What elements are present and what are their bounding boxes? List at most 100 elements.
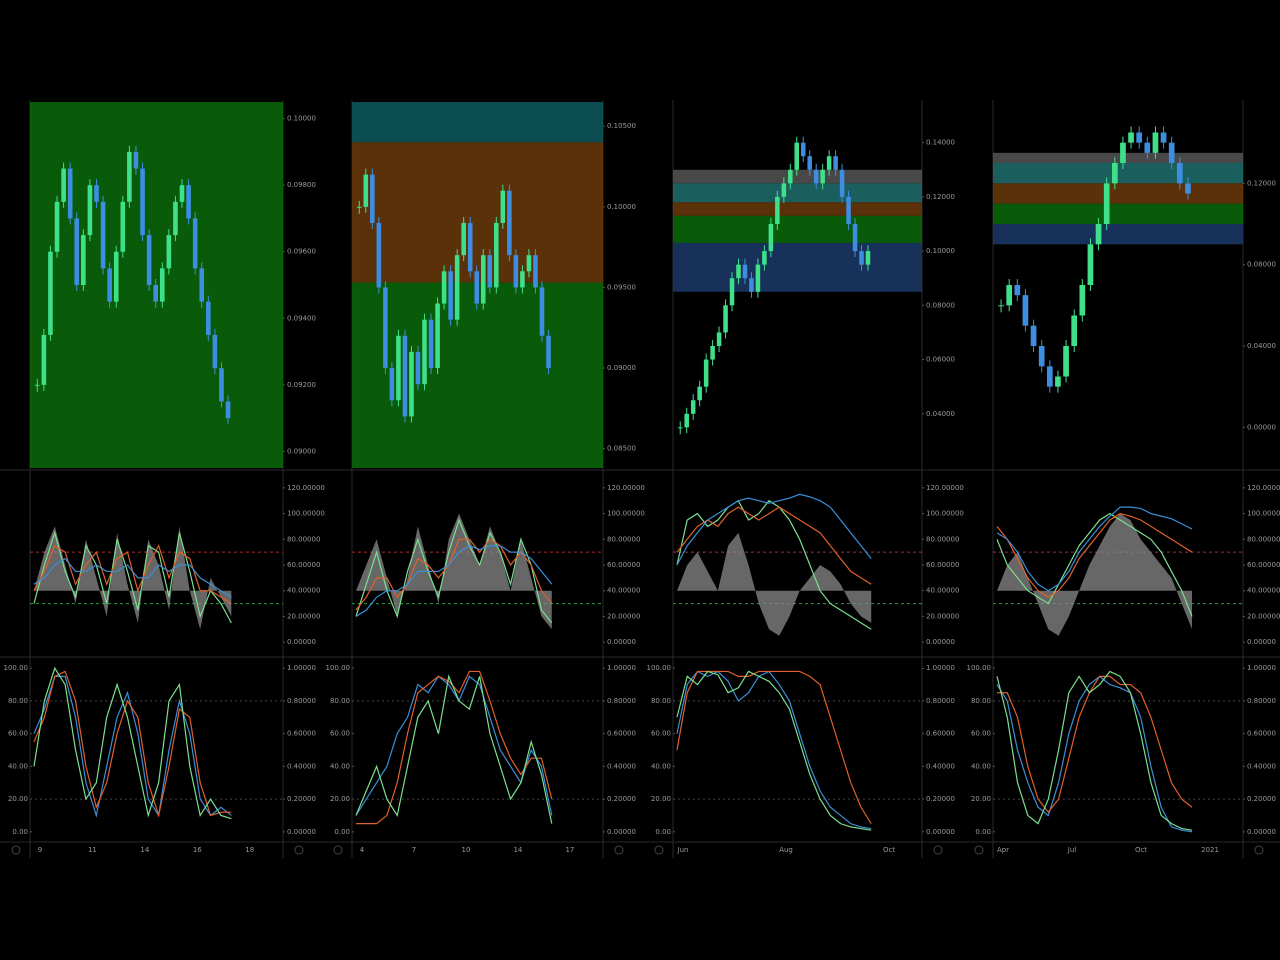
x-tick-label: Oct	[1135, 846, 1147, 854]
candle	[81, 235, 86, 285]
candle	[1046, 366, 1053, 387]
oscillator-line	[355, 518, 553, 624]
y-tick-label: 60.00	[330, 730, 350, 738]
oscillator-line	[996, 506, 1193, 592]
oscillator-line	[676, 506, 872, 585]
candle	[1006, 285, 1013, 306]
x-tick-label: 17	[565, 846, 574, 854]
y-tick-label: 0.10500	[607, 122, 636, 130]
fib-band	[993, 224, 1243, 245]
settings-icon	[294, 845, 304, 855]
candle	[684, 413, 689, 428]
candle	[389, 368, 395, 401]
y-tick-label: 0.40000	[926, 762, 955, 770]
candle	[146, 235, 152, 285]
candle	[762, 251, 767, 265]
candle	[723, 305, 728, 333]
y-tick-label: 60.00000	[287, 561, 320, 569]
candle	[1038, 346, 1045, 367]
stochastic-line	[33, 666, 232, 820]
y-tick-label: 40.00000	[926, 587, 959, 595]
y-tick-label: 0.04000	[926, 410, 955, 418]
candle	[859, 251, 864, 265]
candle	[807, 156, 812, 170]
candle	[1128, 132, 1134, 143]
y-tick-label: 0.09000	[607, 364, 636, 372]
candle	[833, 156, 838, 170]
y-tick-label: 0.08000	[926, 301, 955, 309]
candle	[206, 301, 211, 335]
x-tick-label: Jun	[677, 846, 689, 854]
oscillator-area	[34, 526, 232, 630]
candle	[1103, 183, 1110, 224]
y-tick-label: 1.00000	[1247, 664, 1276, 672]
oscillator-line	[676, 493, 872, 566]
candle	[100, 201, 106, 269]
y-tick-label: 80.00	[330, 697, 350, 705]
settings-icon	[654, 845, 664, 855]
candle	[846, 196, 851, 224]
y-tick-label: 0.60000	[287, 730, 316, 738]
y-tick-label: 0.08000	[1247, 261, 1276, 269]
y-tick-label: 0.00	[975, 828, 991, 836]
y-tick-label: 0.00000	[926, 828, 955, 836]
y-tick-label: 0.14000	[926, 139, 955, 147]
y-tick-label: 0.10000	[926, 247, 955, 255]
y-tick-label: 60.00	[971, 730, 991, 738]
y-tick-label: 0.09600	[287, 248, 316, 256]
candle	[120, 201, 126, 252]
y-tick-label: 100.00	[326, 664, 351, 672]
y-tick-label: 0.40000	[607, 762, 636, 770]
y-tick-label: 0.12000	[1247, 179, 1276, 187]
candle	[448, 271, 453, 320]
y-tick-label: 0.00000	[1247, 828, 1276, 836]
stochastic-line	[33, 670, 232, 818]
stochastic-line	[356, 670, 553, 825]
candle	[1022, 295, 1029, 326]
candle	[415, 351, 421, 385]
candle	[140, 168, 145, 236]
y-tick-label: 40.00	[971, 762, 991, 770]
y-tick-label: 0.08500	[607, 445, 636, 453]
candle	[113, 251, 119, 302]
y-tick-label: 0.80000	[926, 697, 955, 705]
candle	[166, 235, 172, 269]
y-tick-label: 0.10000	[607, 203, 636, 211]
candle	[199, 268, 205, 302]
candle	[107, 268, 112, 302]
candle	[441, 271, 447, 304]
fib-band	[673, 169, 922, 184]
stochastic-line	[996, 675, 1193, 833]
candle	[1120, 142, 1126, 163]
y-tick-label: 120.00000	[607, 484, 645, 492]
oscillator-line	[996, 512, 1193, 598]
candle	[729, 278, 735, 306]
y-tick-label: 120.00000	[287, 484, 325, 492]
candle	[87, 185, 93, 236]
y-tick-label: 0.20000	[287, 795, 316, 803]
candle	[820, 169, 825, 184]
y-tick-label: 20.00000	[926, 612, 959, 620]
settings-icon	[974, 845, 984, 855]
candle	[703, 359, 709, 387]
candle	[539, 287, 545, 336]
candle	[507, 190, 512, 256]
y-tick-label: 40.00	[330, 762, 350, 770]
y-tick-label: 0.00	[12, 828, 28, 836]
y-tick-label: 60.00	[651, 730, 671, 738]
x-tick-label: 7	[412, 846, 416, 854]
candle	[74, 218, 80, 285]
candle	[1176, 163, 1183, 184]
candle	[396, 335, 401, 401]
candle	[186, 185, 191, 219]
y-tick-label: 0.09000	[287, 447, 316, 455]
fib-band	[352, 142, 603, 283]
stochastic-line	[676, 670, 872, 830]
y-tick-label: 0.80000	[287, 697, 316, 705]
candle	[494, 222, 499, 288]
x-tick-label: Aug	[779, 846, 793, 854]
x-tick-label: Jul	[1067, 846, 1077, 854]
y-tick-label: 60.00000	[607, 561, 640, 569]
candle	[775, 196, 780, 224]
